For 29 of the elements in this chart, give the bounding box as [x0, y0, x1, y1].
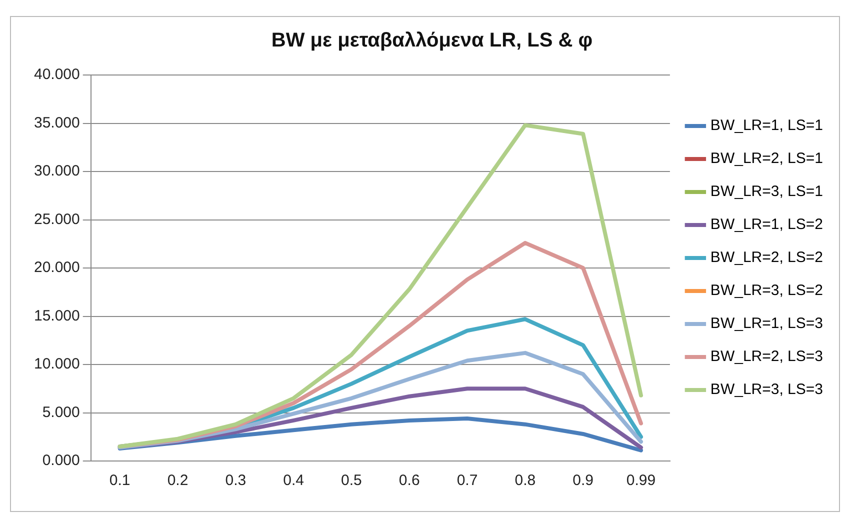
- legend-label: BW_LR=1, LS=3: [710, 315, 824, 332]
- y-tick-label: 35.000: [34, 114, 80, 132]
- x-tick-label: 0.6: [398, 472, 420, 490]
- y-tick-label: 10.000: [34, 356, 80, 373]
- x-tick-label: 0.4: [283, 472, 304, 490]
- x-tick-label: 0.3: [225, 472, 246, 490]
- legend-label: BW_LR=2, LS=3: [710, 348, 824, 366]
- y-tick-label: 20.000: [34, 259, 80, 276]
- y-tick-label: 25.000: [34, 210, 80, 228]
- x-tick-label: 0.2: [167, 472, 188, 490]
- y-tick-label: 0.000: [42, 452, 80, 470]
- y-tick-label: 15.000: [34, 307, 80, 324]
- x-tick-label: 0.5: [341, 472, 362, 490]
- legend-label: BW_LR=2, LS=2: [710, 249, 824, 266]
- legend-label: BW_LR=3, LS=3: [710, 381, 824, 398]
- legend-label: BW_LR=1, LS=1: [710, 117, 824, 134]
- legend-label: BW_LR=1, LS=2: [710, 216, 824, 234]
- y-tick-label: 30.000: [34, 162, 80, 180]
- y-tick-label: 5.000: [42, 404, 80, 421]
- x-tick-label: 0.8: [514, 472, 536, 490]
- x-tick-label: 0.7: [456, 472, 478, 490]
- x-tick-label: 0.9: [572, 472, 594, 490]
- x-tick-label: 0.1: [109, 472, 130, 490]
- legend-label: BW_LR=3, LS=2: [710, 282, 824, 300]
- legend-label: BW_LR=3, LS=1: [710, 183, 824, 200]
- chart-title: BW με μεταβαλλόμενα LR, LS & φ: [271, 30, 593, 52]
- legend-label: BW_LR=2, LS=1: [710, 150, 824, 168]
- x-tick-label: 0.99: [626, 472, 656, 490]
- y-tick-label: 40.000: [34, 66, 80, 84]
